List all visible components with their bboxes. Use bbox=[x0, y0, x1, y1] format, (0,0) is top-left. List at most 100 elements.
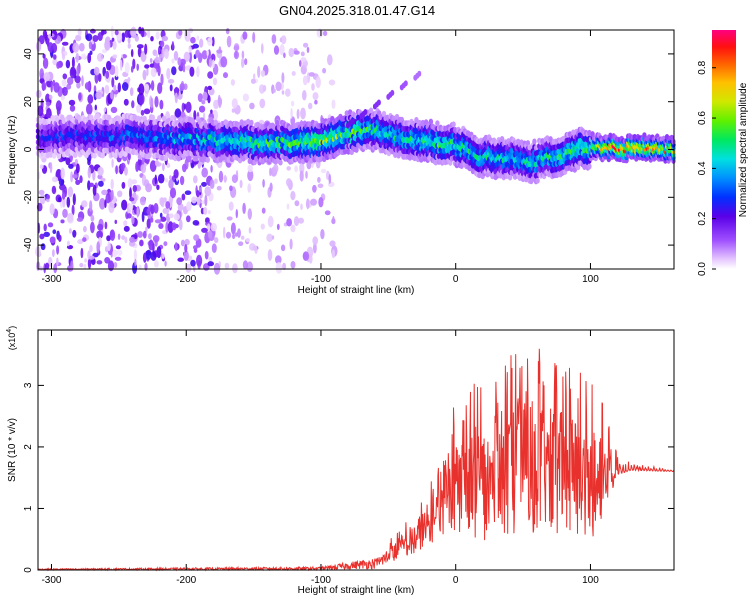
spectrogram-noise-cell bbox=[207, 37, 213, 47]
spectrogram-noise-cell bbox=[273, 164, 279, 173]
spectrogram-noise-cell bbox=[49, 162, 53, 174]
spectrogram-noise-cell bbox=[257, 65, 261, 78]
spectrogram-branch-cell bbox=[349, 118, 354, 125]
spectrogram-noise-cell bbox=[127, 178, 133, 189]
spectrogram-noise-cell bbox=[242, 93, 249, 102]
spectrogram-noise-cell bbox=[231, 174, 238, 184]
spectrogram-noise-cell bbox=[121, 54, 127, 59]
spectrogram-noise-cell bbox=[174, 242, 178, 252]
spectrogram-noise-cell bbox=[149, 160, 157, 172]
spectrogram-noise-cell bbox=[136, 206, 139, 218]
spectrogram-noise-cell bbox=[76, 217, 83, 222]
spectrogram-noise-cell bbox=[207, 85, 213, 91]
y-tick-label: 40 bbox=[23, 48, 34, 60]
spectrogram-noise-cell bbox=[94, 104, 98, 111]
spectrogram-noise-cell bbox=[123, 98, 129, 106]
spectrogram-noise-cell bbox=[281, 90, 285, 95]
spectrogram-noise-cell bbox=[322, 30, 328, 36]
spectrogram-noise-cell bbox=[217, 94, 221, 106]
spectrogram-noise-cell bbox=[127, 77, 131, 83]
spectrogram-noise-cell bbox=[174, 92, 178, 104]
spectrogram-noise-cell bbox=[241, 50, 245, 60]
spectrogram-ridge-cell bbox=[414, 117, 419, 123]
spectrogram-ridge-cell bbox=[56, 153, 62, 160]
spectrogram-noise-cell bbox=[62, 86, 68, 96]
spectrogram-noise-cell bbox=[203, 206, 208, 215]
spectrogram-noise-cell bbox=[271, 34, 277, 44]
spectrogram-noise-cell bbox=[173, 169, 179, 179]
y-tick-label: 3 bbox=[23, 382, 34, 388]
spectrogram-noise-cell bbox=[171, 58, 175, 64]
spectrogram-ridge-cell bbox=[451, 121, 456, 128]
spectrogram-noise-cell bbox=[161, 253, 165, 260]
spectrogram-noise-cell bbox=[312, 184, 317, 193]
spectrogram-noise-cell bbox=[196, 66, 200, 78]
spectrogram-noise-cell bbox=[103, 107, 107, 113]
spectrogram-noise-cell bbox=[129, 197, 135, 202]
spectrogram-noise-cell bbox=[111, 158, 114, 168]
spectrogram-noise-cell bbox=[68, 99, 76, 106]
spectrogram-noise-cell bbox=[150, 67, 157, 78]
spectrogram-noise-cell bbox=[318, 197, 324, 208]
spectrogram-noise-cell bbox=[40, 243, 46, 251]
spectrogram-noise-cell bbox=[100, 29, 105, 36]
spectrogram-noise-cell bbox=[111, 37, 115, 42]
spectrogram-noise-cell bbox=[69, 66, 77, 79]
spectrogram-noise-cell bbox=[164, 260, 167, 267]
spectrogram-noise-cell bbox=[224, 262, 230, 269]
spectrogram-noise-cell bbox=[136, 63, 139, 71]
spectrogram-noise-cell bbox=[149, 58, 153, 63]
spectrogram-noise-cell bbox=[165, 201, 171, 209]
spectrogram-noise-cell bbox=[204, 250, 209, 260]
spectrogram-noise-cell bbox=[166, 67, 171, 80]
spectrogram-noise-cell bbox=[241, 57, 245, 68]
spectrogram-ridge-cell bbox=[318, 155, 324, 162]
spectrogram-noise-cell bbox=[58, 178, 65, 186]
spectrogram-noise-cell bbox=[71, 204, 75, 216]
spectrogram-noise-cell bbox=[157, 65, 161, 77]
spectrogram-noise-cell bbox=[60, 219, 65, 224]
spectrogram-noise-cell bbox=[207, 71, 214, 79]
spectrogram-noise-cell bbox=[87, 94, 94, 104]
spectrogram-noise-cell bbox=[202, 91, 208, 101]
spectrogram-noise-cell bbox=[308, 102, 313, 110]
spectrogram-noise-cell bbox=[207, 230, 213, 239]
spectrogram-noise-cell bbox=[290, 224, 296, 233]
spectrogram-noise-cell bbox=[67, 186, 74, 198]
spectrogram-noise-cell bbox=[130, 65, 134, 73]
spectrogram-noise-cell bbox=[276, 223, 280, 230]
spectrogram-noise-cell bbox=[104, 257, 111, 264]
x-tick-label: -300 bbox=[41, 575, 61, 586]
spectrogram-noise-cell bbox=[293, 50, 300, 55]
spectrogram-noise-cell bbox=[115, 245, 121, 250]
spectrogram-noise-cell bbox=[225, 231, 232, 239]
x-tick-label: -100 bbox=[311, 575, 331, 586]
spectrogram-noise-cell bbox=[191, 196, 197, 204]
spectrogram-noise-cell bbox=[169, 84, 173, 92]
spectrogram-noise-cell bbox=[76, 81, 81, 89]
spectrogram-noise-cell bbox=[119, 59, 123, 71]
spectrogram-noise-cell bbox=[248, 227, 252, 234]
spectrogram-noise-cell bbox=[154, 96, 159, 108]
spectrogram-noise-cell bbox=[104, 221, 108, 230]
spectrogram-noise-cell bbox=[152, 235, 160, 243]
spectrogram-noise-cell bbox=[52, 229, 57, 234]
spectrogram-noise-cell bbox=[35, 89, 42, 99]
spectrogram-noise-cell bbox=[299, 162, 305, 175]
spectrogram-noise-cell bbox=[300, 107, 306, 120]
spectrogram-noise-cell bbox=[130, 49, 134, 58]
spectrogram-noise-cell bbox=[179, 219, 183, 231]
spectrogram-noise-cell bbox=[249, 243, 256, 251]
spectrogram-noise-cell bbox=[141, 27, 145, 38]
spectrogram-noise-cell bbox=[192, 220, 200, 226]
spectrogram-noise-cell bbox=[75, 34, 82, 42]
spectrogram-noise-cell bbox=[134, 258, 137, 267]
spectrogram-noise-cell bbox=[62, 208, 68, 218]
x-tick-label: 100 bbox=[582, 575, 599, 586]
spectrogram-noise-cell bbox=[70, 260, 74, 272]
spectrogram-noise-cell bbox=[39, 68, 44, 80]
spectrogram-noise-cell bbox=[242, 31, 248, 40]
snr-multiplier-base: (x10 bbox=[7, 333, 17, 351]
